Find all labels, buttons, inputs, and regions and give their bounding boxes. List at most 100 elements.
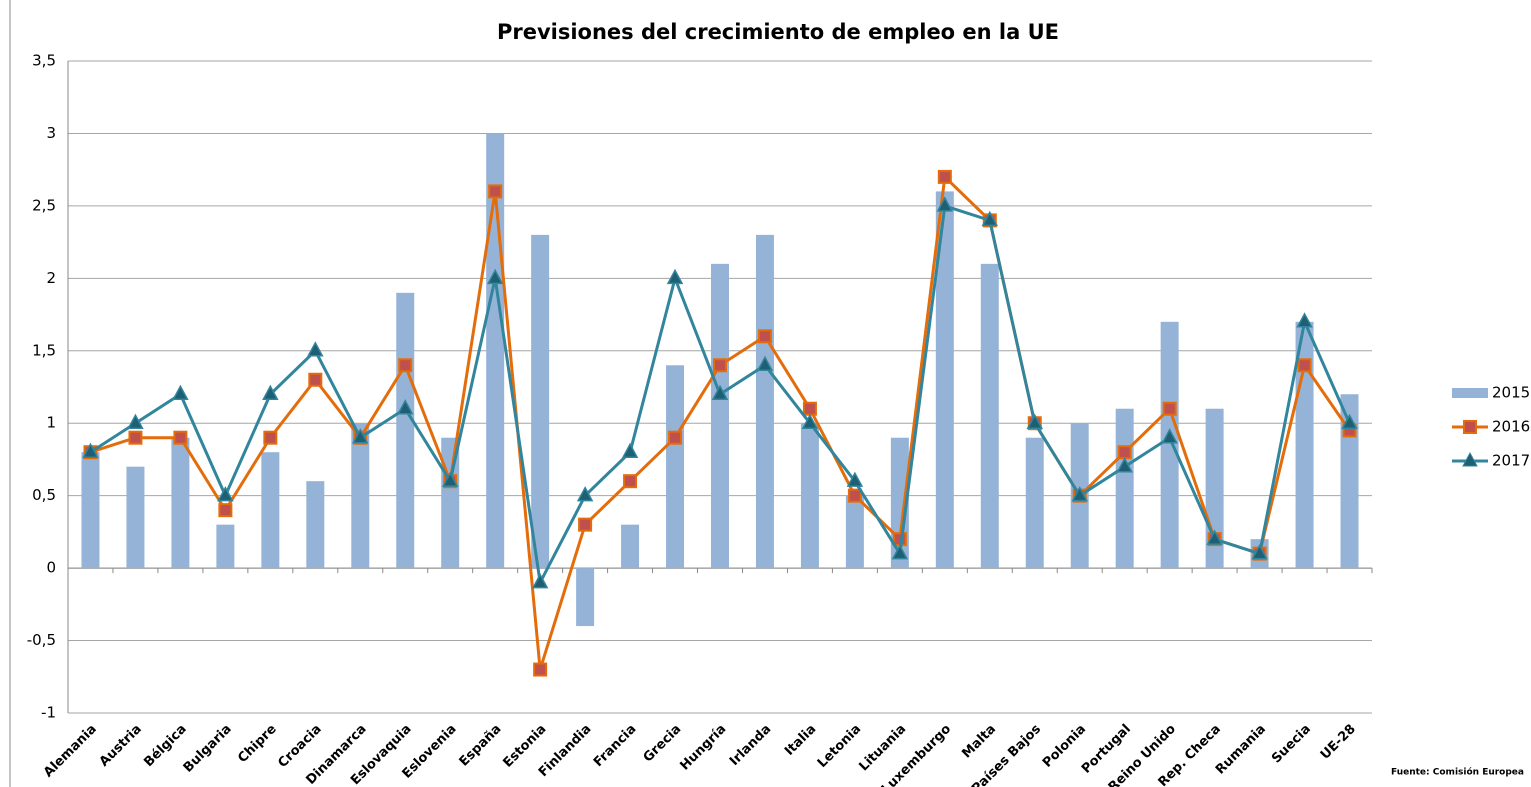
legend-label: 2015: [1492, 384, 1530, 402]
bar: [306, 481, 325, 569]
x-tick-label: UE-28: [1318, 722, 1359, 763]
marker: [82, 442, 99, 458]
marker: [398, 358, 413, 373]
legend-label: 2017: [1492, 452, 1530, 470]
bar: [261, 452, 280, 569]
y-tick-label: 3: [46, 124, 56, 142]
y-tick-label: 1: [46, 414, 56, 432]
marker: [757, 329, 772, 344]
marker: [396, 399, 414, 415]
marker: [578, 517, 593, 532]
x-tick-label: Malta: [959, 722, 999, 762]
marker: [1117, 445, 1132, 460]
bar: [1340, 394, 1359, 569]
marker: [666, 268, 684, 285]
marker: [1071, 486, 1088, 502]
bar: [1160, 321, 1179, 569]
marker: [802, 401, 817, 416]
marker: [623, 474, 638, 489]
y-tick-label: 2,5: [32, 196, 56, 214]
marker: [533, 662, 548, 677]
bar: [1115, 408, 1134, 569]
marker: [756, 355, 774, 372]
marker: [441, 471, 459, 487]
x-tick-label: Italia: [782, 722, 819, 759]
marker: [1162, 401, 1177, 416]
marker: [127, 413, 144, 429]
marker: [308, 372, 323, 387]
bar: [1025, 437, 1044, 569]
marker: [1116, 457, 1133, 473]
bar: [621, 524, 640, 569]
bar: [935, 191, 954, 569]
marker: [711, 384, 729, 400]
x-tick-label: Suecia: [1269, 722, 1314, 767]
y-tick-label: 1,5: [32, 341, 56, 359]
marker: [217, 486, 234, 502]
marker: [576, 486, 594, 502]
x-tick-label: Bulgaria: [181, 722, 235, 776]
y-tick-label: -0,5: [27, 631, 56, 649]
marker: [713, 358, 727, 373]
bar: [396, 292, 415, 569]
bar: [980, 263, 999, 569]
x-tick-label: Grecia: [641, 722, 685, 766]
y-tick-label: 3,5: [32, 52, 56, 70]
marker: [352, 428, 369, 444]
y-tick-label: 0,5: [32, 486, 56, 504]
bar: [216, 524, 235, 569]
legend-marker: [1463, 420, 1477, 434]
bar: [845, 495, 864, 569]
marker: [1026, 413, 1044, 429]
marker: [218, 503, 233, 518]
source: Fuente: Comisión Europea: [1391, 767, 1524, 778]
bar: [755, 234, 774, 569]
marker: [891, 544, 909, 560]
bar: [666, 365, 685, 569]
marker: [1297, 358, 1312, 373]
chart-title: Previsiones del crecimiento de empleo en…: [497, 20, 1059, 44]
marker: [531, 573, 549, 589]
marker: [262, 384, 279, 400]
x-tick-label: Irlanda: [727, 722, 774, 769]
y-tick-label: 2: [46, 269, 56, 287]
marker: [1161, 428, 1178, 444]
marker: [937, 169, 952, 184]
bar: [576, 568, 595, 627]
marker: [128, 430, 143, 445]
marker: [263, 430, 278, 445]
legend-swatch: [1452, 388, 1488, 398]
x-tick-label: Francia: [591, 722, 639, 770]
bar: [800, 423, 819, 569]
marker: [621, 442, 639, 458]
marker: [801, 413, 819, 429]
marker: [1251, 544, 1268, 560]
marker: [172, 384, 189, 400]
y-tick-label: 0: [46, 559, 56, 577]
marker: [1206, 529, 1223, 545]
marker: [981, 210, 999, 227]
bar: [81, 452, 100, 569]
marker: [173, 430, 188, 445]
marker: [936, 196, 954, 212]
x-tick-label: España: [457, 722, 505, 770]
bar: [171, 437, 190, 569]
marker: [1296, 312, 1313, 328]
legend-label: 2016: [1492, 418, 1530, 436]
marker: [488, 184, 503, 199]
bar: [711, 263, 729, 569]
x-tick-label: Alemania: [41, 722, 100, 781]
x-tick-label: Austria: [97, 722, 145, 770]
marker: [1341, 413, 1358, 429]
marker: [846, 471, 864, 487]
x-tick-label: Chipre: [235, 722, 280, 767]
x-tick-label: Hungría: [677, 722, 729, 774]
marker: [847, 488, 862, 503]
y-tick-label: -1: [41, 704, 56, 722]
bar: [126, 466, 145, 569]
legend-marker: [1462, 451, 1478, 467]
marker: [307, 341, 324, 357]
marker: [668, 430, 683, 445]
bar: [531, 234, 550, 569]
